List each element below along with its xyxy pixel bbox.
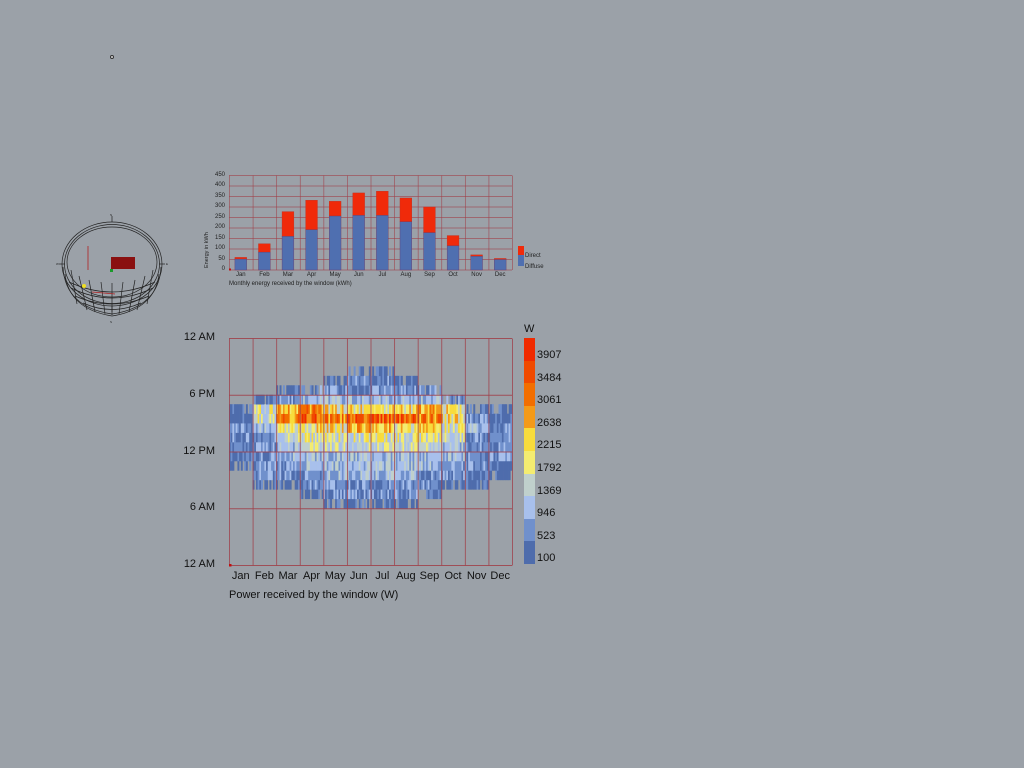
legend-value-label: 1369 (537, 484, 562, 497)
legend-color-swatch (524, 473, 535, 497)
y-tick-label: 250 (214, 213, 225, 220)
bar-chart-title: Monthly energy received by the window (k… (229, 281, 352, 287)
legend-value-label: 3061 (537, 394, 562, 407)
heatmap-x-tick-label: Oct (444, 570, 462, 582)
heatmap-title: Power received by the window (W) (229, 589, 399, 601)
x-tick-label: Nov (471, 272, 482, 278)
legend-diffuse-label: Diffuse (525, 264, 544, 270)
origin-point-marker (110, 55, 114, 59)
heatmap-y-tick-label: 12 PM (183, 444, 215, 457)
svg-text:S: S (110, 320, 112, 324)
bar-chart-plot (229, 175, 513, 271)
x-tick-label: Aug (400, 272, 412, 278)
svg-text:W: W (56, 262, 59, 266)
x-tick-label: May (329, 272, 341, 278)
x-tick-label: Oct (448, 272, 458, 278)
heatmap-y-tick-label: 12 AM (183, 331, 215, 343)
legend-color-swatch (524, 496, 535, 520)
x-tick-label: Dec (494, 272, 506, 278)
heatmap-x-tick-label: Aug (396, 570, 416, 582)
legend-color-swatch (524, 383, 535, 407)
legend-color-swatch (524, 428, 535, 452)
y-tick-label: 200 (214, 224, 225, 230)
legend-value-label: 100 (537, 552, 556, 565)
legend-color-swatch (524, 541, 535, 565)
heatmap-x-tick-label: Jul (375, 570, 390, 582)
heatmap-x-tick-label: Feb (254, 570, 274, 582)
heatmap-x-tick-label: Jan (231, 570, 250, 582)
svg-text:N: N (110, 213, 112, 217)
y-tick-label: 0 (221, 266, 225, 272)
legend-value-label: 2215 (537, 439, 562, 452)
heatmap-legend-title: W (524, 323, 535, 335)
legend-value-label: 946 (537, 507, 556, 520)
x-tick-label: Apr (306, 272, 317, 278)
legend-color-swatch (524, 405, 535, 429)
svg-text:E: E (166, 262, 168, 266)
y-tick-label: 350 (214, 192, 225, 199)
heatmap-x-tick-label: Nov (466, 570, 487, 582)
y-tick-label: 300 (214, 203, 225, 209)
legend-direct-label: Direct (525, 253, 541, 259)
legend-value-label: 1792 (537, 462, 562, 474)
legend-value-label: 3907 (537, 349, 562, 361)
legend-color-swatch (524, 338, 535, 362)
x-tick-label: Jun (353, 272, 364, 278)
heatmap-y-tick-label: 6 PM (189, 387, 215, 400)
heatmap-x-tick-label: Apr (302, 570, 321, 582)
y-tick-label: 100 (214, 245, 225, 251)
legend-color-swatch (524, 518, 535, 542)
x-tick-label: Mar (282, 272, 294, 278)
x-tick-label: Jan (235, 272, 246, 278)
heatmap-x-tick-label: Jun (349, 570, 368, 582)
y-tick-label: 400 (214, 182, 225, 188)
x-tick-label: Jul (378, 272, 387, 278)
legend-value-label: 3484 (537, 371, 562, 384)
x-tick-label: Sep (424, 272, 435, 278)
heatmap-y-tick-label: 12 AM (183, 558, 215, 570)
heatmap-x-tick-label: Dec (490, 570, 510, 582)
bar-chart-y-label: Energy in kWh (204, 232, 210, 268)
x-tick-label: Feb (259, 272, 270, 278)
heatmap-x-tick-label: Sep (419, 570, 440, 582)
y-tick-label: 450 (214, 171, 225, 178)
heatmap-x-tick-label: May (324, 570, 346, 582)
y-tick-label: 50 (218, 255, 225, 262)
legend-value-label: 2638 (537, 416, 562, 429)
heatmap-y-tick-label: 6 AM (189, 501, 215, 514)
legend-diffuse-swatch (518, 255, 524, 266)
heatmap-x-tick-label: Mar (278, 570, 298, 582)
legend-color-swatch (524, 451, 535, 475)
y-tick-label: 150 (214, 234, 225, 241)
heatmap-plot (229, 338, 513, 567)
legend-direct-swatch (518, 246, 524, 255)
legend-color-swatch (524, 360, 535, 384)
sun-path-diagram: N S W E (56, 213, 168, 324)
legend-value-label: 523 (537, 529, 556, 542)
